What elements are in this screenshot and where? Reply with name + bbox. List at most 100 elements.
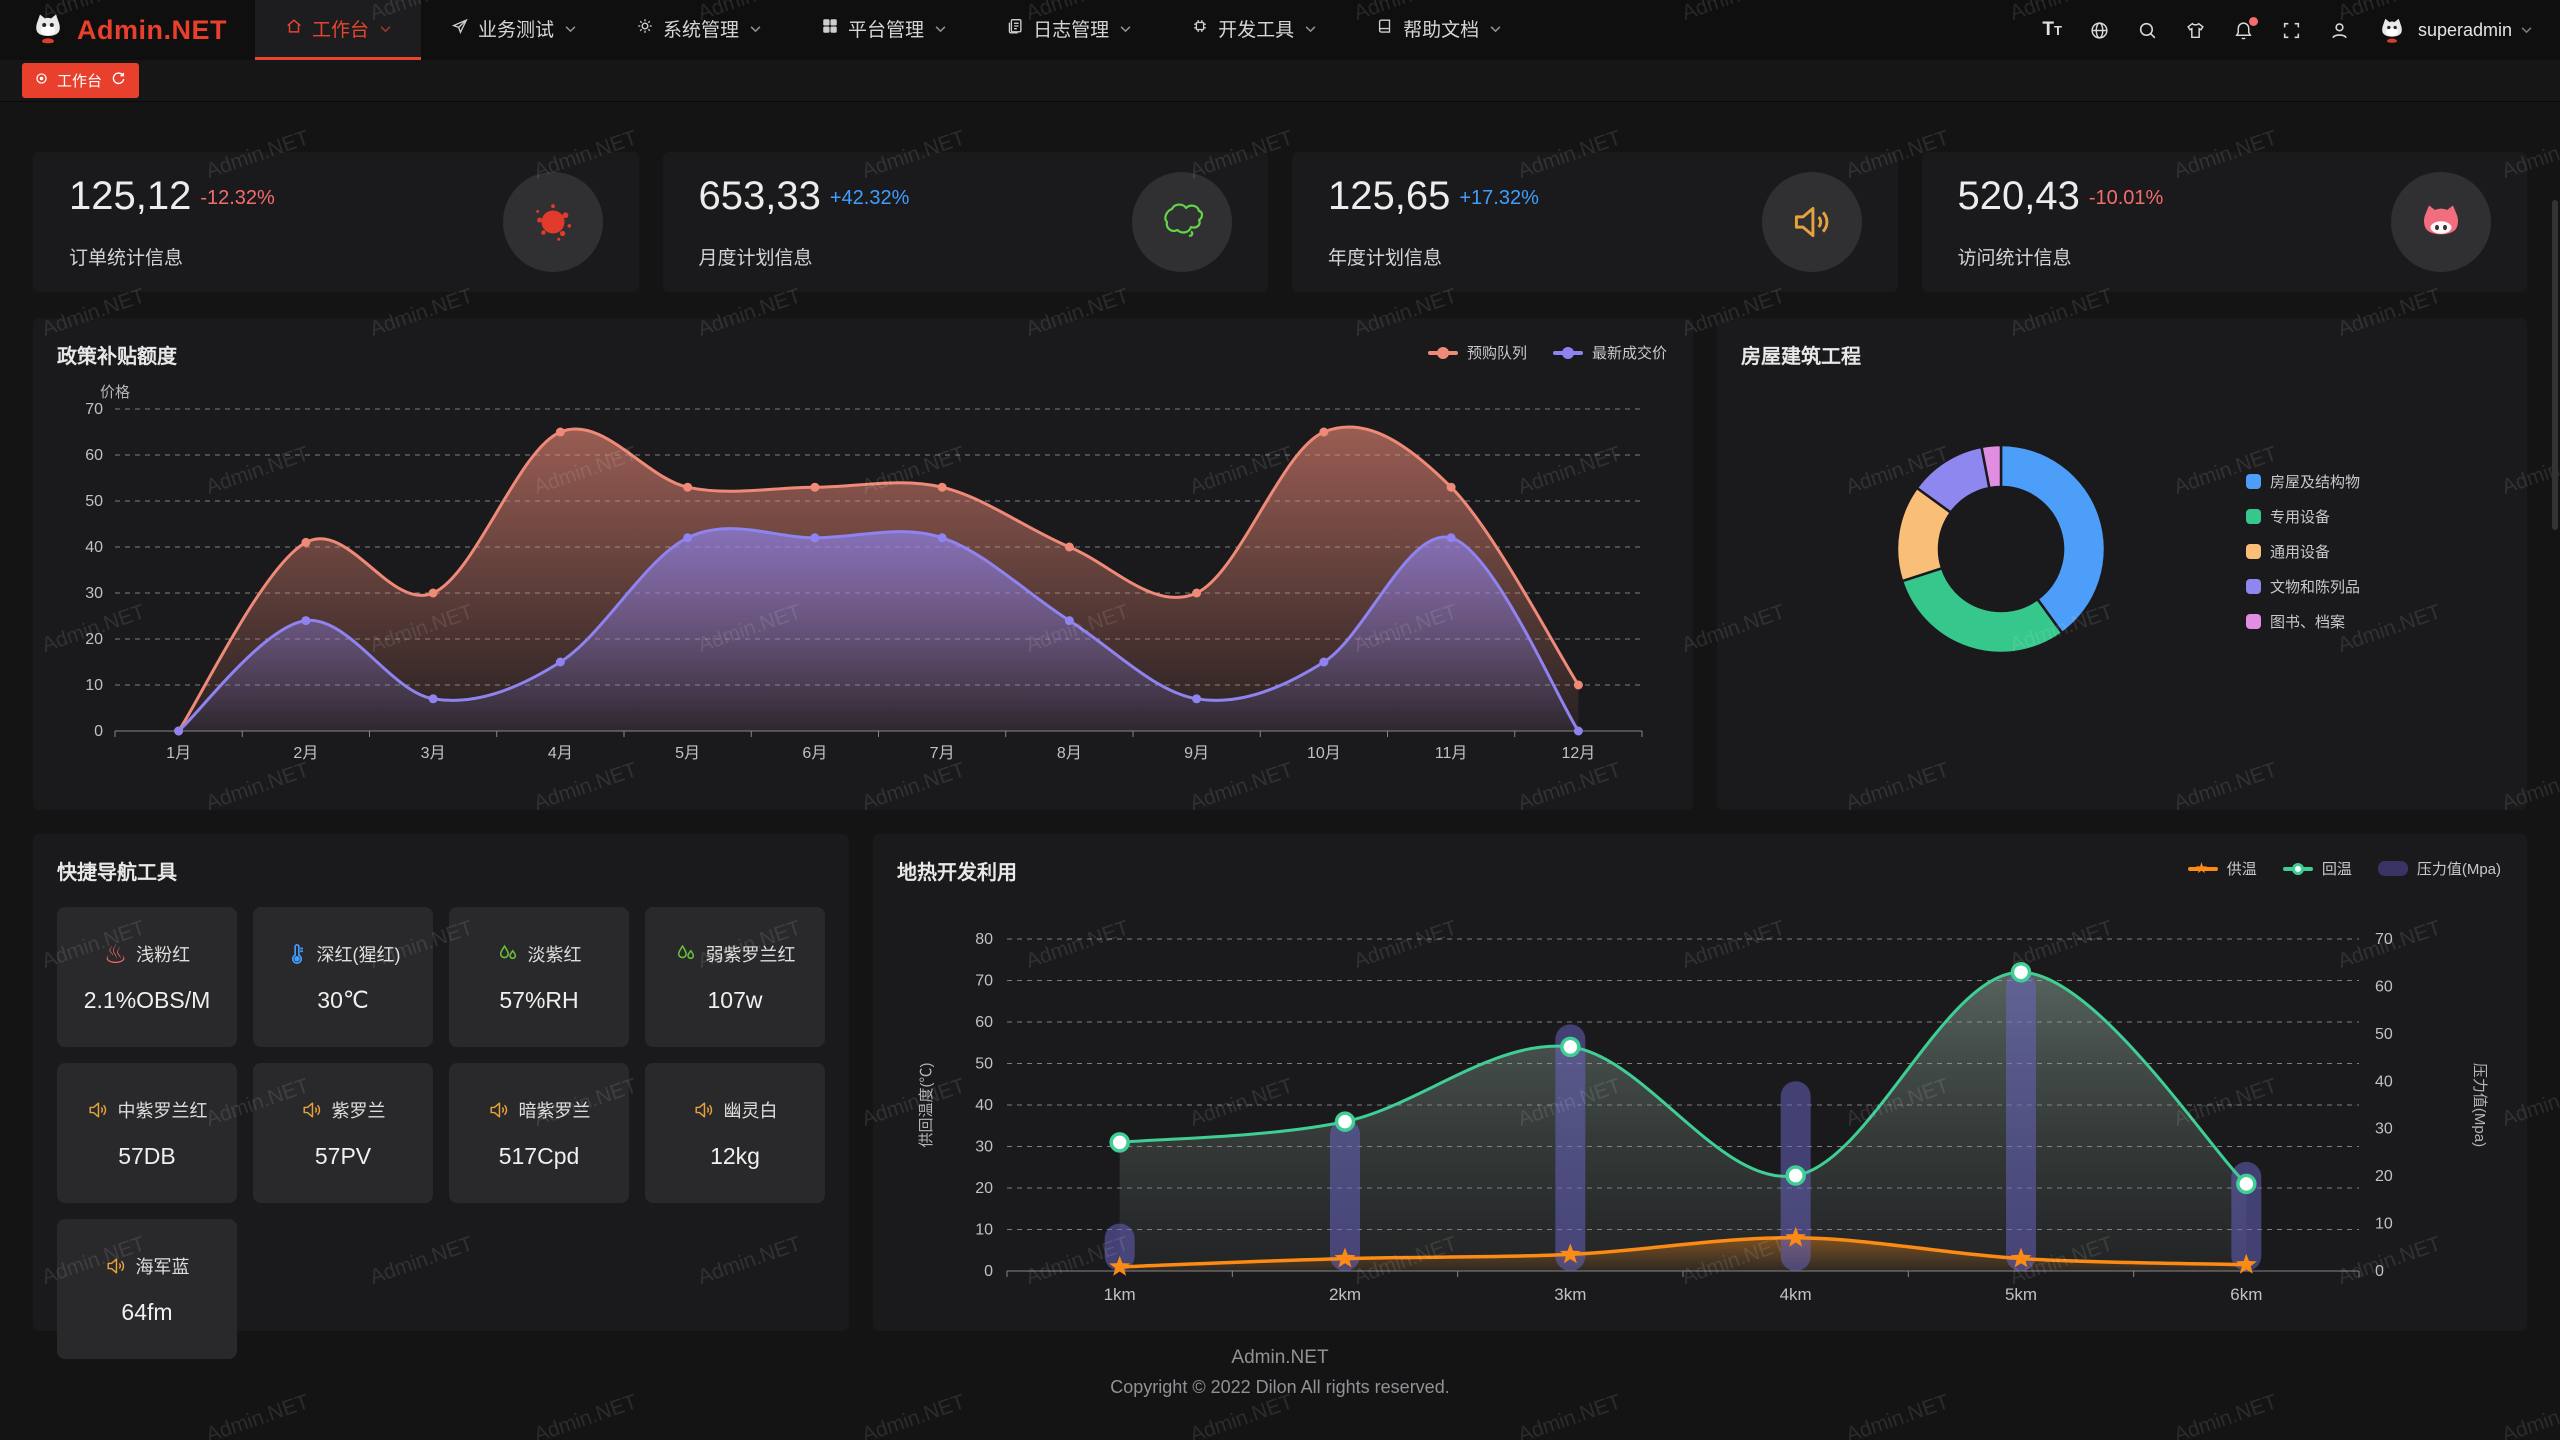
svg-text:60: 60 (975, 1014, 993, 1031)
svg-text:30: 30 (85, 585, 103, 602)
legend-marker (1427, 346, 1458, 360)
footer-app-name: Admin.NET (1231, 1347, 1329, 1368)
geothermal-chart-legend: ★ 供温 回温 压力值(Mpa) (2187, 858, 2501, 879)
stat-cards-row: 125,12 -12.32% 订单统计信息 653,33 +42.32% 月度计… (33, 152, 2527, 292)
page-footer: Admin.NET Copyright © 2022 Dilon All rig… (33, 1347, 2527, 1398)
legend-item[interactable]: 预购队列 (1427, 342, 1527, 363)
svg-text:50: 50 (85, 493, 103, 510)
quick-nav-item[interactable]: 暗紫罗兰 517Cpd (449, 1063, 629, 1203)
home-icon (285, 17, 303, 41)
subsidy-chart-card: 政策补贴额度 预购队列 最新成交价 0 10 20 30 40 50 60 70 1月 2月 3月 4… (33, 318, 1693, 810)
stat-value: 125,12 (69, 174, 192, 218)
legend-item[interactable]: 压力值(Mpa) (2377, 858, 2501, 879)
tabs-bar: 工作台 (0, 60, 2560, 102)
svg-text:8月: 8月 (1057, 745, 1082, 762)
svg-text:70: 70 (2375, 931, 2393, 948)
legend-item[interactable]: 专用设备 (2246, 506, 2360, 527)
legend-item[interactable]: 最新成交价 (1552, 342, 1667, 363)
svg-text:50: 50 (2375, 1026, 2393, 1043)
stat-card-visits: 520,43 -10.01% 访问统计信息 (1921, 152, 2527, 292)
quick-nav-item-name: 淡紫红 (527, 944, 582, 965)
subsidy-area-chart: 0 10 20 30 40 50 60 70 1月 2月 3月 4月 5月 6月 7月 8月 9月 10月 11月 1… (57, 379, 1669, 788)
quick-nav-item-value: 2.1%OBS/M (83, 986, 211, 1013)
legend-item[interactable]: 图书、档案 (2246, 611, 2360, 632)
tab-label: 工作台 (57, 73, 103, 90)
svg-text:0: 0 (2375, 1263, 2384, 1280)
user-icon[interactable] (2329, 20, 2350, 41)
user-avatar[interactable] (2377, 15, 2407, 45)
tab-workbench[interactable]: 工作台 (22, 63, 140, 98)
quick-nav-item[interactable]: 紫罗兰 57PV (253, 1063, 433, 1203)
language-icon[interactable] (2089, 20, 2110, 41)
speaker-icon (105, 1255, 127, 1277)
svg-text:20: 20 (2375, 1168, 2393, 1185)
menu-item-workbench[interactable]: 工作台 (255, 0, 422, 60)
svg-text:价格: 价格 (100, 384, 130, 401)
legend-marker (2282, 862, 2313, 876)
search-icon[interactable] (2137, 20, 2158, 41)
quick-nav-item-name: 深红(猩红) (316, 944, 401, 965)
legend-swatch (2246, 579, 2261, 594)
stat-value: 125,65 (1328, 174, 1451, 218)
quick-nav-item[interactable]: 深红(猩红) 30℃ (253, 907, 433, 1047)
legend-item[interactable]: ★ 供温 (2187, 858, 2257, 879)
theme-icon[interactable] (2185, 20, 2206, 41)
menu-item-system-admin[interactable]: 系统管理 (606, 0, 791, 60)
svg-text:3km: 3km (1554, 1285, 1586, 1304)
top-navbar: Admin.NET 工作台 业务测试 系统管理 平台管理 日志管理 (0, 0, 2560, 60)
quick-nav-item-value: 30℃ (317, 986, 369, 1013)
menu-label: 帮助文档 (1403, 20, 1480, 41)
refresh-icon[interactable] (111, 71, 126, 90)
username[interactable]: superadmin (2417, 19, 2512, 40)
menu-item-log-admin[interactable]: 日志管理 (976, 0, 1161, 60)
notification-bell-icon[interactable] (2233, 16, 2258, 41)
scrollbar-thumb[interactable] (2552, 200, 2558, 530)
stat-label: 订单统计信息 (69, 248, 184, 269)
gear-icon (636, 17, 654, 41)
quick-nav-item[interactable]: 淡紫红 57%RH (449, 907, 629, 1047)
svg-text:20: 20 (85, 631, 103, 648)
app-title: Admin.NET (77, 14, 227, 45)
stat-delta: +42.32% (829, 187, 910, 209)
quick-nav-item[interactable]: 中紫罗兰红 57DB (57, 1063, 237, 1203)
svg-text:12月: 12月 (1561, 745, 1595, 762)
quick-nav-item-name: 中紫罗兰红 (117, 1100, 208, 1121)
hot-spring-icon: ♨ (103, 938, 128, 969)
svg-text:11月: 11月 (1435, 745, 1468, 762)
circle-dot-icon (35, 72, 48, 89)
legend-item[interactable]: 回温 (2282, 858, 2352, 879)
legend-item[interactable]: 通用设备 (2246, 541, 2360, 562)
legend-item[interactable]: 房屋及结构物 (2246, 471, 2360, 492)
china-map-icon (1132, 172, 1232, 272)
svg-text:60: 60 (85, 447, 103, 464)
quick-nav-item[interactable]: 海军蓝 64fm (57, 1219, 237, 1359)
svg-text:10: 10 (85, 677, 103, 694)
app-logo[interactable]: Admin.NET (0, 10, 255, 51)
legend-item[interactable]: 文物和陈列品 (2246, 576, 2360, 597)
legend-swatch (2246, 544, 2261, 559)
menu-item-dev-tools[interactable]: 开发工具 (1161, 0, 1346, 60)
svg-text:40: 40 (975, 1097, 993, 1114)
quick-nav-card: 快捷导航工具 ♨ 浅粉红 2.1%OBS/M 深红(猩红) 30℃ 淡紫红 57… (33, 834, 849, 1359)
svg-text:压力值(Mpa): 压力值(Mpa) (2471, 1063, 2488, 1147)
menu-label: 开发工具 (1218, 20, 1295, 41)
speaker-icon (488, 1099, 510, 1121)
quick-nav-item[interactable]: ♨ 浅粉红 2.1%OBS/M (57, 907, 237, 1047)
chart-title: 房屋建筑工程 (1741, 346, 1861, 368)
quick-nav-item[interactable]: 幽灵白 12kg (645, 1063, 825, 1203)
quick-nav-item[interactable]: 弱紫罗兰红 107w (645, 907, 825, 1047)
svg-text:5km: 5km (2005, 1285, 2037, 1304)
svg-text:70: 70 (85, 401, 103, 418)
legend-swatch (2246, 474, 2261, 489)
menu-item-business-test[interactable]: 业务测试 (421, 0, 606, 60)
menu-item-platform-admin[interactable]: 平台管理 (791, 0, 976, 60)
menu-item-help-docs[interactable]: 帮助文档 (1346, 0, 1531, 60)
stat-card-monthly-plan: 653,33 +42.32% 月度计划信息 (662, 152, 1268, 292)
stat-value: 653,33 (698, 174, 821, 218)
thermometer-icon (286, 943, 308, 965)
fullscreen-icon[interactable] (2281, 20, 2302, 41)
section-title: 快捷导航工具 (57, 862, 177, 884)
notification-badge (2248, 16, 2258, 26)
